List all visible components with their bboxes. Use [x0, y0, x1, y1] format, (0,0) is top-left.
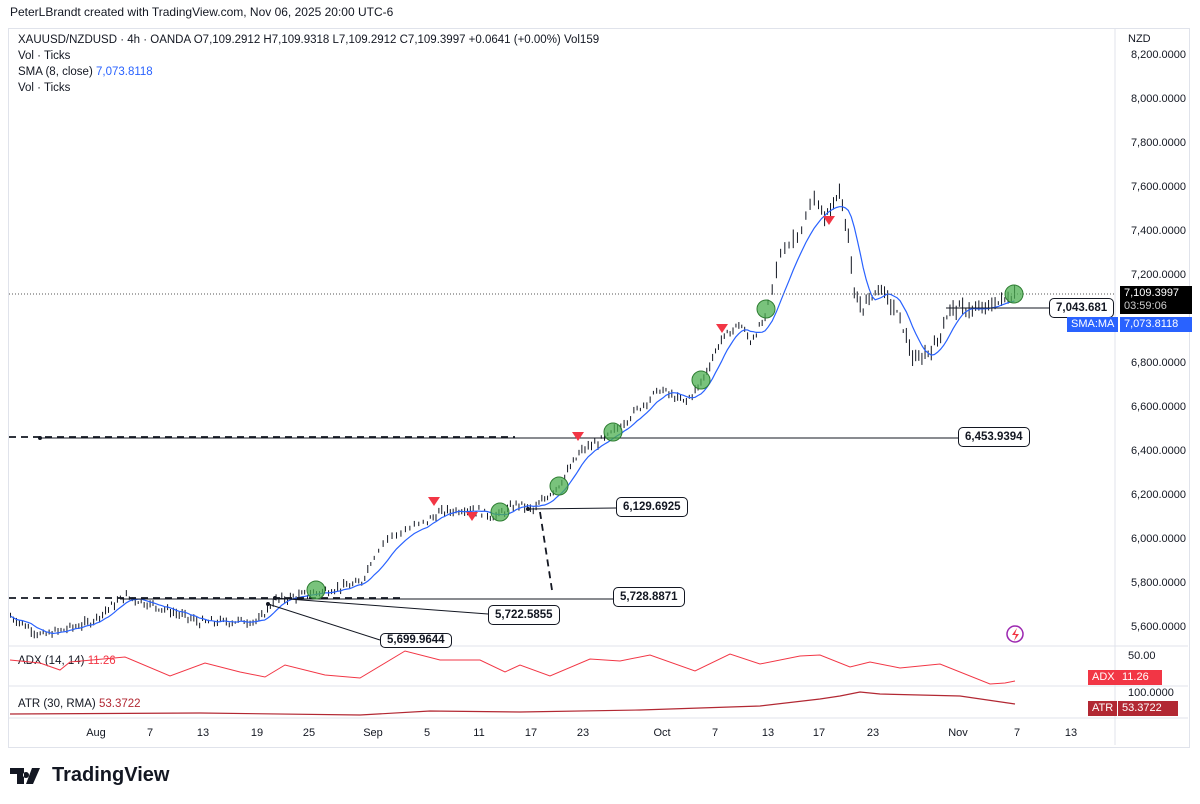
time-tick: Sep — [363, 727, 383, 739]
adx-line — [9, 650, 1016, 685]
price-tick: 7,600.0000 — [1130, 181, 1186, 193]
sell-signal-triangle — [466, 512, 478, 521]
time-tick: Nov — [948, 727, 968, 739]
buy-signal-circle — [306, 580, 326, 600]
sma-legend[interactable]: SMA (8, close) 7,073.8118 — [18, 66, 153, 78]
anchor-dot — [266, 602, 270, 606]
bar-countdown: 03:59:06 — [1124, 300, 1167, 312]
buy-signal-circle — [756, 299, 776, 319]
chart-frame[interactable] — [8, 28, 1190, 748]
time-tick: 25 — [302, 727, 316, 739]
price-tick: 7,400.0000 — [1130, 225, 1186, 237]
price-tick: 5,800.0000 — [1130, 577, 1186, 589]
trend-line — [274, 597, 489, 615]
atr-value-tag: 53.3722 — [1118, 701, 1178, 716]
volume-legend-2[interactable]: Vol · Ticks — [18, 82, 71, 94]
time-tick: 13 — [761, 727, 775, 739]
level-line — [527, 507, 617, 510]
sma-label: SMA (8, close) — [18, 66, 93, 78]
time-tick: Aug — [86, 727, 106, 739]
annotation-label[interactable]: 6,453.9394 — [958, 427, 1030, 447]
sma-value: 7,073.8118 — [95, 66, 153, 78]
price-tick: 6,000.0000 — [1130, 533, 1186, 545]
time-tick: 19 — [250, 727, 264, 739]
price-tick: 7,800.0000 — [1130, 137, 1186, 149]
annotation-label[interactable]: 5,728.8871 — [613, 587, 685, 607]
buy-signal-circle — [490, 502, 510, 522]
time-tick: 11 — [473, 727, 485, 739]
sell-signal-triangle — [572, 432, 584, 441]
current-price: 7,109.3997 — [1124, 287, 1180, 299]
price-tick: 8,200.0000 — [1130, 49, 1186, 61]
price-tick: 8,000.0000 — [1130, 93, 1186, 105]
tradingview-logo[interactable]: TradingView — [10, 764, 169, 787]
time-tick: 7 — [146, 727, 154, 739]
sell-signal-triangle — [823, 216, 835, 225]
adx-axis-label: 50.00 — [1128, 650, 1156, 662]
anchor-dot — [273, 596, 277, 600]
anchor-dot — [38, 436, 42, 440]
brand-name: TradingView — [52, 764, 170, 786]
time-tick: 7 — [1013, 727, 1021, 739]
time-tick: 13 — [1064, 727, 1078, 739]
buy-signal-circle — [691, 370, 711, 390]
sma-line — [10, 206, 1015, 635]
annotation-label[interactable]: 6,129.6925 — [616, 497, 688, 517]
price-tick: 6,200.0000 — [1130, 489, 1186, 501]
symbol-legend[interactable]: XAUUSD/NZDUSD · 4h · OANDA O7,109.2912 H… — [18, 34, 600, 46]
atr-legend[interactable]: ATR (30, RMA) 53.3722 — [18, 698, 141, 710]
adx-tag: ADX — [1088, 670, 1119, 685]
atr-tag: ATR — [1088, 701, 1118, 716]
atr-axis-label: 100.0000 — [1128, 687, 1174, 699]
sell-signal-triangle — [716, 324, 728, 333]
annotation-label[interactable]: 7,043.681 — [1049, 298, 1115, 318]
time-tick: 5 — [423, 727, 431, 739]
tradingview-logo-icon — [10, 767, 40, 784]
price-tick: 5,600.0000 — [1130, 621, 1186, 633]
volume-legend[interactable]: Vol · Ticks — [18, 50, 71, 62]
price-tick: 6,800.0000 — [1130, 357, 1186, 369]
price-tick: 6,400.0000 — [1130, 445, 1186, 457]
price-tick: 7,200.0000 — [1130, 269, 1186, 281]
currency-label[interactable]: NZD — [1128, 33, 1151, 45]
lightning-icon — [1006, 625, 1024, 643]
atr-value: 53.3722 — [98, 698, 141, 710]
lightning-bolt-icon — [1012, 628, 1019, 641]
annotation-label[interactable]: 5,699.9644 — [380, 633, 452, 648]
dashed-projection-line — [539, 511, 553, 591]
atr-label: ATR (30, RMA) — [18, 698, 96, 710]
anchor-dot — [526, 507, 530, 511]
adx-value-tag: 11.26 — [1118, 670, 1162, 685]
time-tick: 23 — [576, 727, 590, 739]
buy-signal-circle — [549, 476, 569, 496]
buy-signal-circle — [1004, 284, 1024, 304]
buy-signal-circle — [603, 422, 623, 442]
time-tick: 7 — [711, 727, 719, 739]
price-tick: 6,600.0000 — [1130, 401, 1186, 413]
atr-line — [9, 691, 1016, 716]
sma-tag: SMA:MA — [1067, 317, 1119, 332]
sell-signal-triangle — [428, 497, 440, 506]
current-price-tag: 7,109.3997 03:59:06 — [1120, 286, 1192, 314]
sma-price-tag: 7,073.8118 — [1120, 317, 1192, 332]
credit-text: PeterLBrandt created with TradingView.co… — [10, 5, 394, 19]
time-tick: 23 — [866, 727, 880, 739]
time-tick: 13 — [196, 727, 210, 739]
time-tick: 17 — [524, 727, 538, 739]
time-tick: Oct — [653, 727, 671, 739]
trend-line — [267, 603, 381, 641]
annotation-label[interactable]: 5,722.5855 — [488, 605, 560, 625]
time-tick: 17 — [812, 727, 826, 739]
